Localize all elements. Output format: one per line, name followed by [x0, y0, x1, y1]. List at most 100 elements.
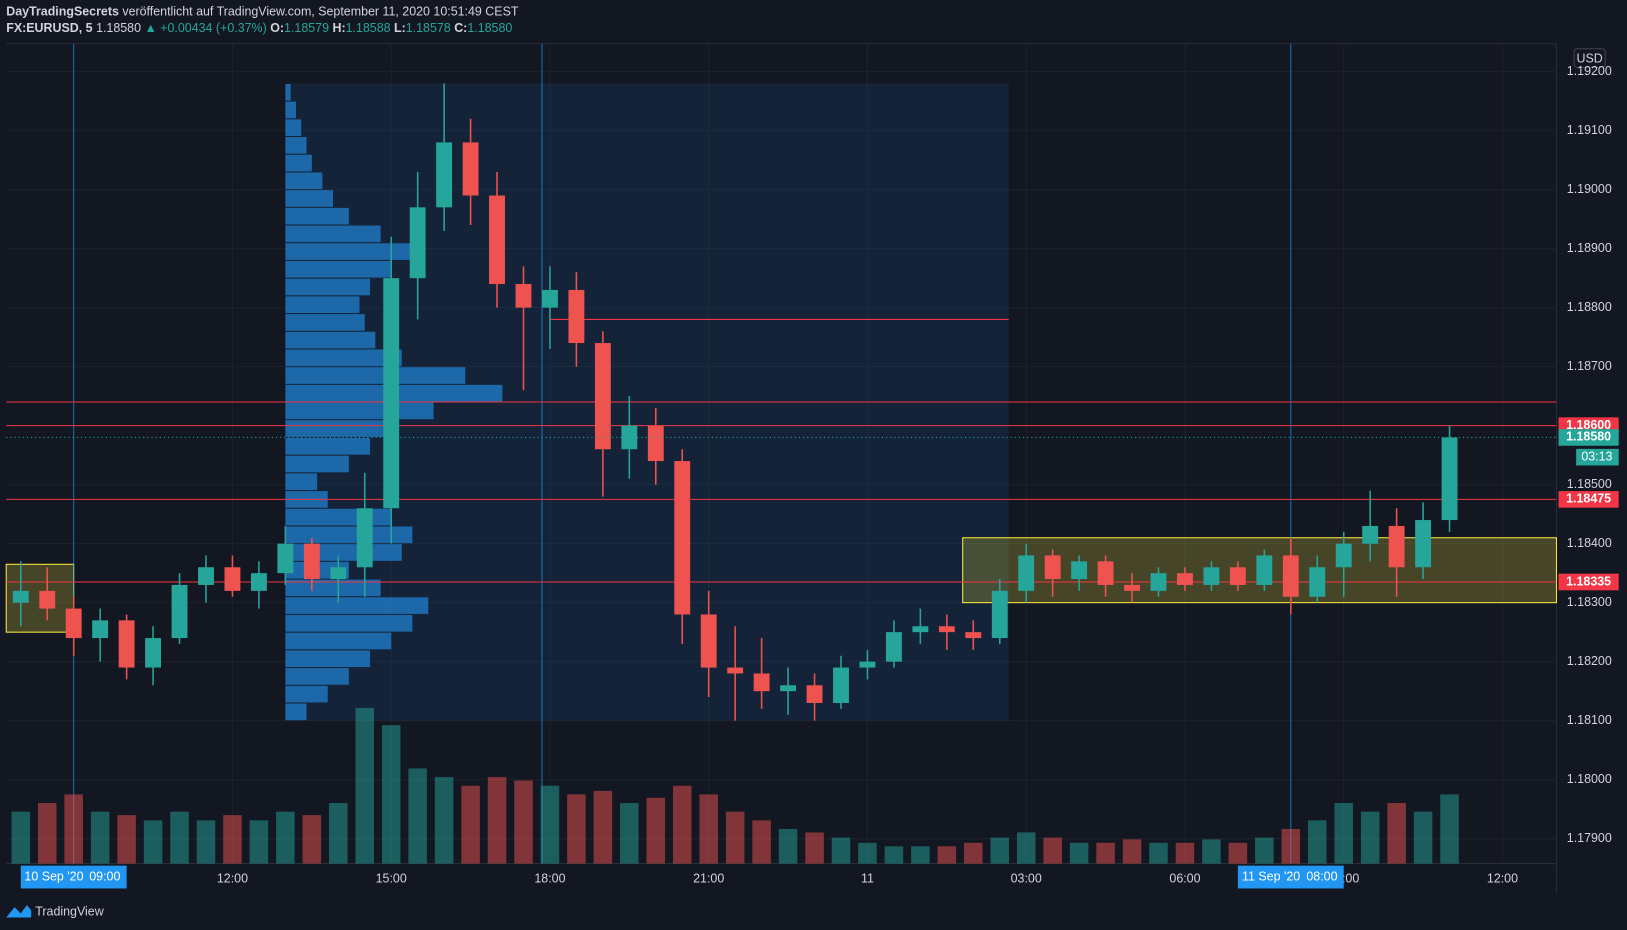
volume-bar: [725, 811, 745, 864]
y-tick-label: 1.18900: [1567, 241, 1612, 255]
volume-bar: [1202, 839, 1221, 864]
volume-bar: [1016, 832, 1036, 864]
volume-bar: [567, 794, 586, 864]
date-badge: [1237, 865, 1344, 889]
candle-body: [1441, 437, 1458, 521]
profile-row: [285, 101, 296, 119]
profile-row: [285, 632, 392, 650]
candle-body: [118, 620, 135, 668]
candle-body: [885, 632, 902, 662]
level-label: 1.18335: [1566, 574, 1611, 588]
candle-body: [780, 685, 797, 692]
profile-row: [285, 331, 376, 349]
profile-row: [285, 190, 334, 207]
volume-bar: [990, 837, 1010, 864]
profile-row: [285, 668, 349, 685]
volume-bar: [1069, 842, 1089, 864]
volume-bar: [223, 815, 242, 864]
y-tick-label: 1.18800: [1567, 300, 1612, 314]
countdown: 03:13: [1581, 449, 1612, 463]
x-tick-label: 12:00: [1487, 871, 1518, 885]
candle-body: [674, 461, 691, 615]
volume-bar: [408, 768, 427, 864]
date-badge-time: 08:00: [1306, 869, 1337, 883]
symbol-line: FX:EURUSD, 5 1.18580 ▲ +0.00434 (+0.37%)…: [6, 21, 512, 35]
x-tick-label: 21:00: [693, 871, 724, 885]
level-label-box: [1558, 491, 1619, 508]
candle-body: [250, 573, 267, 591]
candle-body: [65, 608, 82, 639]
x-tick-label: 15:00: [376, 871, 407, 885]
candle-body: [462, 142, 479, 196]
y-tick-label: 1.18300: [1567, 595, 1612, 609]
candle-body: [833, 667, 849, 703]
ohlc-value: 1.18579: [284, 21, 329, 35]
profile-row: [285, 402, 434, 420]
volume-bar: [1360, 811, 1380, 864]
candle-body: [489, 195, 505, 285]
volume-bar: [699, 794, 718, 864]
volume-bar: [1413, 811, 1433, 864]
profile-row: [285, 650, 371, 668]
volume-bar: [884, 846, 904, 864]
profile-row: [285, 314, 365, 331]
profile-row: [285, 137, 307, 154]
candle-body: [991, 590, 1008, 639]
candle-body: [1203, 567, 1220, 585]
volume-bar: [64, 794, 83, 864]
last-price: 1.18580: [96, 21, 141, 35]
profile-row: [285, 437, 371, 455]
profile-row: [285, 119, 302, 137]
x-tick-label: 06:00: [1169, 871, 1200, 885]
level-label: 1.18475: [1566, 492, 1611, 506]
volume-bar: [1096, 842, 1115, 864]
profile-row: [285, 83, 291, 101]
volume-bar: [1255, 837, 1274, 864]
x-tick-label: 12:00: [217, 871, 248, 885]
brand-logo: [6, 905, 32, 918]
x-tick-label: 18:00: [534, 871, 565, 885]
volume-bar: [593, 790, 613, 864]
volume-bar: [381, 725, 401, 864]
ohlc-label: H:: [332, 21, 345, 35]
date-badge-time: 09:00: [89, 869, 120, 883]
candle-body: [859, 661, 876, 668]
x-tick-label: 03:00: [1011, 871, 1042, 885]
volume-bar: [1228, 842, 1248, 864]
volume-bar: [170, 811, 189, 864]
profile-row: [285, 172, 323, 190]
y-tick-label: 1.19200: [1567, 64, 1612, 78]
x-tick-label: 11: [861, 871, 874, 885]
author: DayTradingSecrets: [6, 5, 119, 19]
level-label-box: [1558, 573, 1619, 591]
volume-bar: [1149, 842, 1168, 864]
y-tick-label: 1.18400: [1567, 536, 1612, 550]
volume-bar: [196, 820, 216, 864]
candle-body: [542, 289, 558, 308]
profile-row: [285, 367, 466, 384]
volume-bar: [37, 803, 57, 864]
volume-bar: [1281, 828, 1301, 864]
candle-body: [1150, 573, 1167, 591]
candle-body: [912, 626, 929, 633]
candle-body: [1256, 555, 1273, 585]
candle-body: [1229, 567, 1246, 585]
volume-bar: [514, 780, 533, 864]
y-tick-label: 1.19100: [1567, 123, 1612, 137]
ohlc-label: L:: [394, 21, 406, 35]
candle-body: [1071, 561, 1088, 580]
volume-bar: [302, 815, 322, 864]
candle-body: [938, 626, 955, 633]
y-tick-label: 1.18500: [1567, 477, 1612, 491]
profile-row: [285, 296, 360, 314]
candle-body: [1362, 525, 1379, 544]
candle-body: [277, 543, 294, 574]
volume-bar: [540, 785, 560, 864]
volume-bar: [461, 785, 480, 864]
volume-bar: [434, 777, 454, 864]
profile-row: [285, 154, 312, 172]
countdown-box: [1576, 448, 1619, 466]
volume-bar: [805, 832, 824, 864]
